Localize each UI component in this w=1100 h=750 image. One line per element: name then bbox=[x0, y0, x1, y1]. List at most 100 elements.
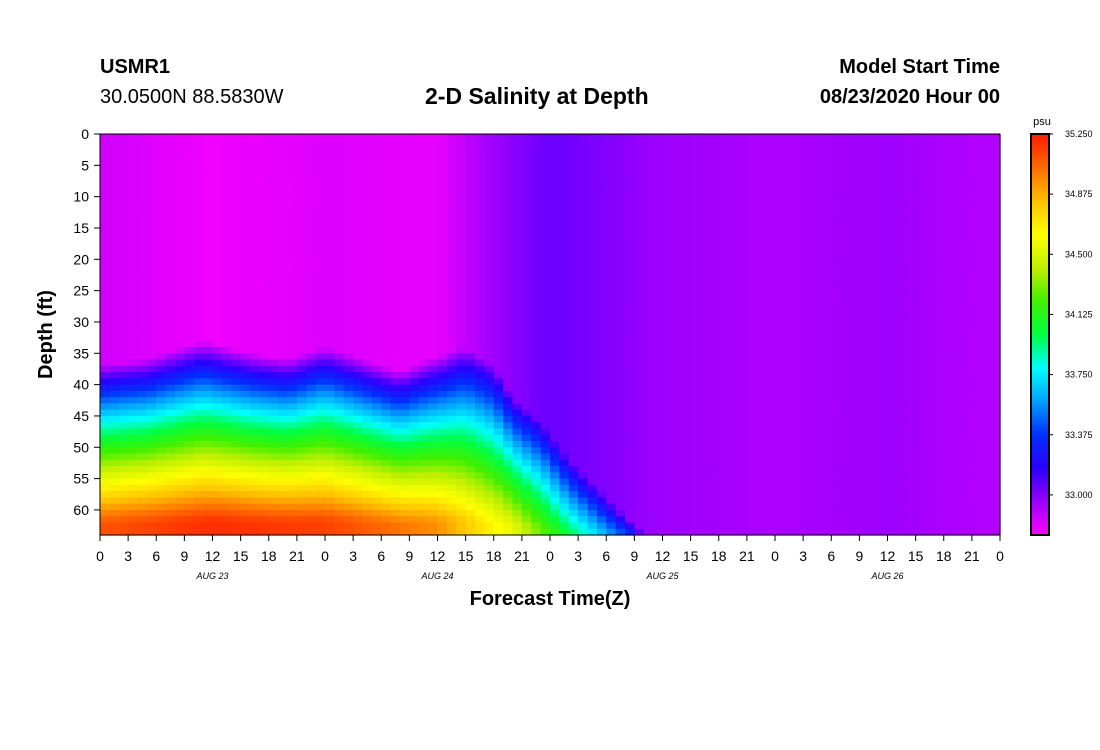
heatmap-cell bbox=[512, 403, 523, 411]
heatmap-cell bbox=[353, 378, 364, 386]
heatmap-cell bbox=[240, 134, 251, 141]
heatmap-cell bbox=[221, 397, 232, 405]
heatmap-cell bbox=[203, 453, 214, 461]
heatmap-cell bbox=[475, 478, 485, 486]
heatmap-cell bbox=[709, 403, 720, 411]
heatmap-cell bbox=[278, 528, 289, 536]
heatmap-cell bbox=[437, 466, 448, 473]
heatmap-cell bbox=[465, 303, 476, 311]
heatmap-cell bbox=[681, 253, 692, 260]
heatmap-cell bbox=[296, 422, 307, 430]
heatmap-cell bbox=[109, 484, 120, 492]
heatmap-cell bbox=[653, 284, 664, 292]
heatmap-cell bbox=[306, 522, 317, 530]
heatmap-cell bbox=[512, 516, 523, 524]
heatmap-cell bbox=[540, 321, 551, 329]
heatmap-cell bbox=[512, 296, 523, 304]
heatmap-cell bbox=[259, 234, 270, 242]
heatmap-cell bbox=[428, 340, 439, 348]
heatmap-cell bbox=[737, 278, 748, 285]
heatmap-cell bbox=[193, 215, 204, 223]
heatmap-cell bbox=[250, 340, 260, 348]
heatmap-cell bbox=[325, 528, 335, 536]
heatmap-cell bbox=[690, 466, 701, 473]
heatmap-cell bbox=[456, 259, 467, 267]
heatmap-cell bbox=[503, 340, 514, 348]
heatmap-cell bbox=[728, 278, 739, 285]
heatmap-cell bbox=[737, 284, 748, 292]
heatmap-cell bbox=[287, 140, 298, 148]
heatmap-cell bbox=[184, 466, 195, 473]
heatmap-cell bbox=[371, 509, 382, 517]
heatmap-cell bbox=[475, 177, 485, 185]
heatmap-cell bbox=[315, 397, 326, 405]
heatmap-cell bbox=[756, 240, 767, 248]
heatmap-cell bbox=[165, 472, 176, 480]
heatmap-cell bbox=[765, 491, 776, 499]
heatmap-cell bbox=[737, 415, 748, 423]
heatmap-cell bbox=[484, 296, 495, 304]
heatmap-cell bbox=[334, 259, 345, 267]
heatmap-cell bbox=[531, 522, 542, 530]
heatmap-cell bbox=[175, 134, 185, 141]
heatmap-cell bbox=[512, 447, 523, 455]
heatmap-cell bbox=[175, 309, 185, 317]
heatmap-cell bbox=[531, 202, 542, 210]
heatmap-cell bbox=[175, 441, 185, 448]
heatmap-cell bbox=[128, 428, 139, 436]
heatmap-cell bbox=[578, 290, 589, 298]
heatmap-cell bbox=[137, 303, 148, 311]
heatmap-cell bbox=[353, 328, 364, 336]
heatmap-cell bbox=[334, 227, 345, 235]
heatmap-cell bbox=[756, 303, 767, 311]
heatmap-cell bbox=[700, 466, 710, 473]
heatmap-cell bbox=[193, 209, 204, 217]
heatmap-cell bbox=[690, 434, 701, 442]
heatmap-cell bbox=[371, 278, 382, 285]
heatmap-cell bbox=[634, 384, 645, 392]
heatmap-cell bbox=[671, 215, 682, 223]
heatmap-cell bbox=[296, 491, 307, 499]
heatmap-cell bbox=[409, 240, 420, 248]
heatmap-cell bbox=[446, 278, 457, 285]
heatmap-cell bbox=[484, 284, 495, 292]
heatmap-cell bbox=[690, 384, 701, 392]
heatmap-cell bbox=[428, 309, 439, 317]
heatmap-cell bbox=[109, 140, 120, 148]
heatmap-cell bbox=[784, 447, 795, 455]
heatmap-cell bbox=[381, 516, 392, 524]
heatmap-cell bbox=[118, 165, 129, 173]
heatmap-cell bbox=[278, 271, 289, 279]
heatmap-cell bbox=[746, 265, 757, 273]
heatmap-cell bbox=[193, 472, 204, 480]
heatmap-cell bbox=[765, 459, 776, 467]
heatmap-cell bbox=[540, 447, 551, 455]
heatmap-cell bbox=[334, 478, 345, 486]
heatmap-cell bbox=[662, 202, 673, 210]
heatmap-cell bbox=[503, 365, 514, 373]
heatmap-cell bbox=[606, 516, 617, 524]
heatmap-cell bbox=[156, 472, 167, 480]
heatmap-cell bbox=[700, 522, 710, 530]
heatmap-cell bbox=[100, 528, 110, 536]
heatmap-cell bbox=[128, 315, 139, 323]
heatmap-cell bbox=[568, 146, 579, 154]
heatmap-cell bbox=[587, 528, 598, 536]
heatmap-cell bbox=[175, 209, 185, 217]
heatmap-cell bbox=[475, 209, 485, 217]
heatmap-cell bbox=[728, 303, 739, 311]
heatmap-cell bbox=[109, 246, 120, 254]
heatmap-cell bbox=[671, 290, 682, 298]
heatmap-cell bbox=[446, 434, 457, 442]
heatmap-cell bbox=[653, 246, 664, 254]
heatmap-cell bbox=[381, 290, 392, 298]
heatmap-cell bbox=[371, 434, 382, 442]
heatmap-cell bbox=[521, 403, 532, 411]
heatmap-cell bbox=[531, 484, 542, 492]
heatmap-cell bbox=[175, 253, 185, 260]
heatmap-cell bbox=[803, 334, 814, 342]
heatmap-cell bbox=[475, 234, 485, 242]
heatmap-cell bbox=[700, 253, 710, 260]
heatmap-cell bbox=[718, 509, 729, 517]
heatmap-cell bbox=[221, 384, 232, 392]
